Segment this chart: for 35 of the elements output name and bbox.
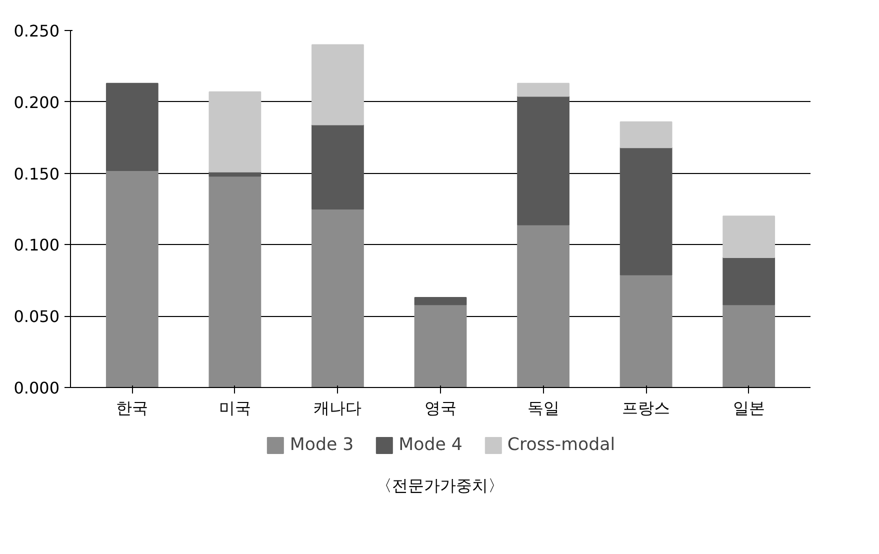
bar [208,91,262,172]
y-tick-label: 0.150 [14,164,60,184]
bar [517,224,570,388]
x-tick-label: 영국 [424,398,456,418]
x-tick-label: 캐나다 [314,398,362,418]
bar [414,297,467,306]
y-tick-label: 0.050 [14,307,60,326]
y-tick-label: 0.200 [14,92,60,112]
text: 〈전문가가중치〉 [376,475,504,497]
y-tick-label: 0.250 [14,22,60,40]
bar [517,82,570,97]
bar [312,208,364,388]
bar [620,121,672,148]
bar [312,44,364,126]
bar [722,304,776,388]
bar [414,304,467,388]
y-tick-label: 0.100 [14,236,60,255]
y-tick-label: 0.000 [14,378,60,398]
bar [620,274,672,388]
legend-label: Mode 4 [398,435,462,455]
bar [620,147,672,276]
x-tick-label: 프랑스 [622,398,670,418]
x-tick-label: 독일 [527,398,560,418]
x-tick-label: 한국 [116,398,148,418]
x-tick-label: 일본 [732,398,765,418]
bar [722,257,776,306]
bar [208,176,262,388]
x-tick-label: 미국 [218,398,251,418]
bar [722,216,776,258]
bar [312,124,364,210]
bar [106,170,158,388]
legend-label: Cross-modal [507,435,616,455]
legend-label: Mode 3 [290,435,354,455]
bar [106,82,158,171]
bar [517,96,570,226]
